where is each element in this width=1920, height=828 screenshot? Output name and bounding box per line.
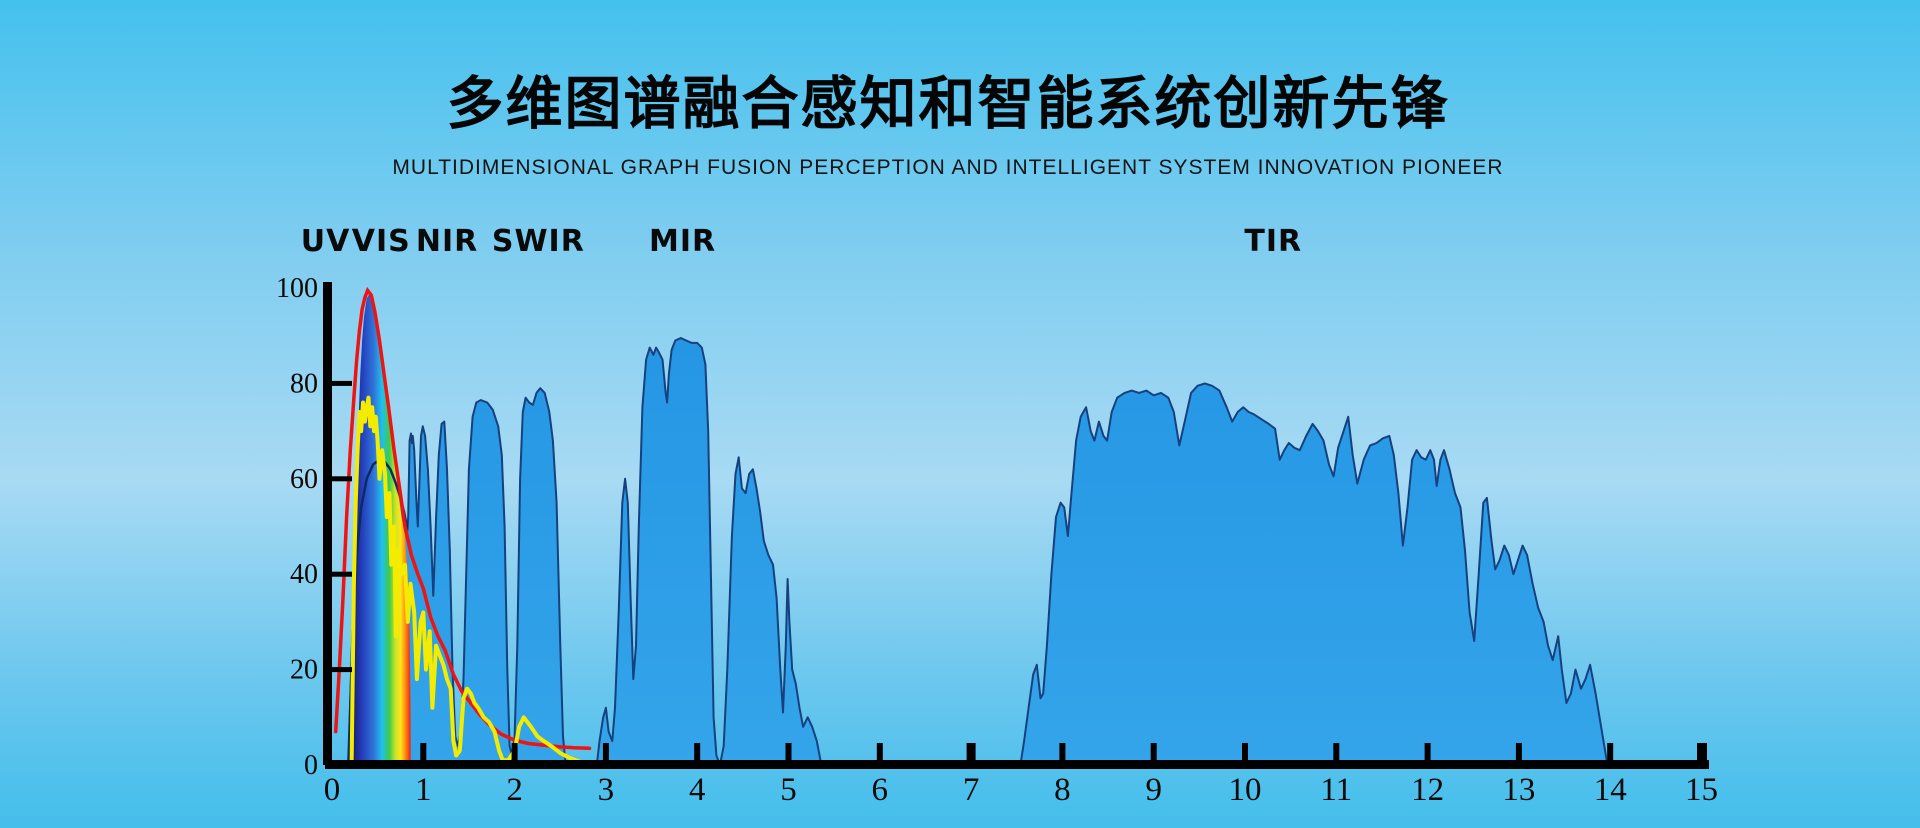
x-tick-label: 3	[598, 772, 615, 808]
x-tick-label: 5	[780, 772, 797, 808]
page-subtitle: MULTIDIMENSIONAL GRAPH FUSION PERCEPTION…	[392, 156, 1504, 179]
y-tick-label: 20	[290, 655, 318, 686]
y-tick	[331, 476, 352, 482]
y-axis-line	[323, 282, 332, 765]
header: 多维图谱融合感知和智能系统创新先锋 MULTIDIMENSIONAL GRAPH…	[0, 58, 1896, 180]
y-tick	[331, 571, 352, 577]
x-tick	[785, 743, 792, 761]
band-label-mir: MIR	[649, 224, 717, 259]
y-tick	[331, 380, 352, 386]
x-tick	[694, 743, 701, 761]
band-label-vis: VIS	[351, 224, 411, 259]
band-label-tir: TIR	[1244, 224, 1303, 259]
x-axis-line	[325, 760, 1709, 769]
x-tick	[602, 743, 609, 761]
x-tick-label: 4	[689, 772, 706, 808]
x-tick-label: 2	[506, 772, 523, 808]
band-label-uv: UV	[300, 224, 351, 259]
x-tick	[1607, 743, 1614, 761]
y-tick-label: 40	[290, 559, 318, 590]
y-tick-label: 100	[276, 273, 318, 304]
atmospheric-transmission-windows	[347, 337, 1609, 766]
x-tick	[1059, 743, 1066, 761]
x-tick-label: 11	[1320, 772, 1352, 808]
y-tick-label: 0	[304, 750, 318, 781]
blackbody-envelope-red-curve	[333, 286, 592, 751]
x-tick	[876, 743, 883, 761]
x-tick-label: 12	[1411, 772, 1444, 808]
solar-spectrum-yellow-curve	[349, 395, 587, 766]
x-tick	[1242, 743, 1248, 761]
x-tick	[1333, 743, 1340, 761]
x-tick-label: 15	[1685, 772, 1718, 808]
band-label-nir: NIR	[415, 224, 479, 259]
x-tick-label: 7	[963, 772, 980, 808]
x-tick	[966, 743, 976, 761]
page-title: 多维图谱融合感知和智能系统创新先锋	[446, 72, 1450, 136]
x-tick-label: 0	[324, 772, 341, 808]
x-tick-label: 10	[1229, 772, 1262, 808]
band-label-swir: SWIR	[491, 224, 585, 259]
x-tick	[420, 743, 427, 761]
x-tick-label: 6	[872, 772, 889, 808]
x-axis-end-cap	[1697, 743, 1707, 767]
x-tick	[1150, 743, 1157, 761]
y-tick-label: 60	[290, 464, 318, 495]
x-tick	[511, 743, 518, 761]
y-tick	[331, 667, 352, 673]
y-tick-label: 80	[290, 368, 318, 399]
x-tick-label: 8	[1054, 772, 1071, 808]
x-tick-label: 14	[1594, 772, 1627, 808]
x-tick-label: 1	[415, 772, 432, 808]
x-tick	[1424, 743, 1431, 761]
x-tick-label: 9	[1145, 772, 1162, 808]
x-tick	[1515, 743, 1522, 761]
x-tick-label: 13	[1502, 772, 1535, 808]
